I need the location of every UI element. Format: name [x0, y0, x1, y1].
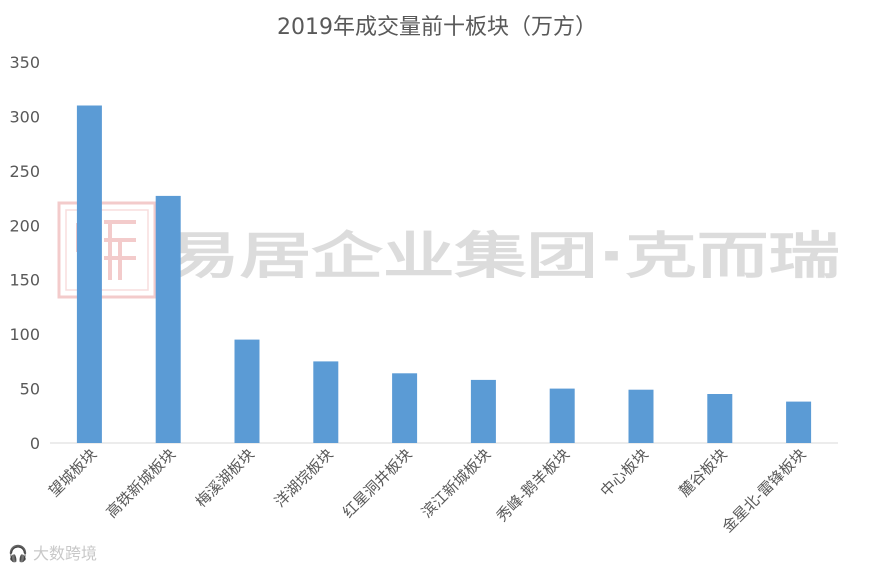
bar-series — [76, 105, 812, 443]
bar — [155, 195, 181, 443]
x-tick-label: 金星北-雷锋板块 — [719, 445, 810, 536]
y-axis: 0 50 100 150 200 250 300 350 — [9, 53, 40, 453]
y-tick-label: 100 — [9, 325, 40, 344]
bar — [707, 394, 733, 443]
footer-brand: 🎧 大数跨境 — [8, 540, 97, 564]
x-tick-label: 滨江新城板块 — [418, 445, 494, 521]
watermark-seal-icon — [57, 201, 157, 299]
bar — [470, 379, 496, 443]
bar — [786, 401, 812, 443]
chart-title: 2019年成交量前十板块（万方） — [277, 15, 597, 40]
bar — [628, 389, 654, 443]
x-tick-label: 红星洞井板块 — [339, 445, 415, 521]
x-tick-label: 秀峰-鹅羊板块 — [493, 445, 573, 525]
y-tick-label: 350 — [9, 53, 40, 72]
bar — [234, 339, 260, 443]
x-tick-label: 洋湖垸板块 — [271, 445, 337, 511]
y-tick-label: 0 — [30, 434, 40, 453]
x-axis-labels: 望城板块 高铁新城板块 梅溪湖板块 洋湖垸板块 红星洞井板块 滨江新城板块秀峰-鹅羊板块中… — [45, 445, 809, 536]
y-tick-label: 250 — [9, 162, 40, 181]
footer-brand-text: 大数跨境 — [33, 544, 98, 563]
headphone-logo-icon: 🎧 — [8, 544, 28, 563]
y-tick-label: 300 — [9, 107, 40, 126]
bar — [76, 105, 102, 443]
x-tick-label: 高铁新城板块 — [103, 445, 179, 521]
y-tick-label: 50 — [20, 380, 40, 399]
bar — [392, 373, 418, 443]
x-tick-label: 麓谷板块 — [675, 445, 730, 500]
watermark-text: 易居企业集团·克而瑞 — [168, 227, 840, 285]
x-tick-label: 望城板块 — [45, 445, 100, 500]
y-tick-label: 200 — [9, 216, 40, 235]
bar — [549, 388, 575, 443]
y-tick-label: 150 — [9, 271, 40, 290]
x-tick-label: 中心板块 — [597, 445, 652, 500]
x-tick-label: 梅溪湖板块 — [192, 445, 258, 511]
bar — [313, 361, 339, 443]
